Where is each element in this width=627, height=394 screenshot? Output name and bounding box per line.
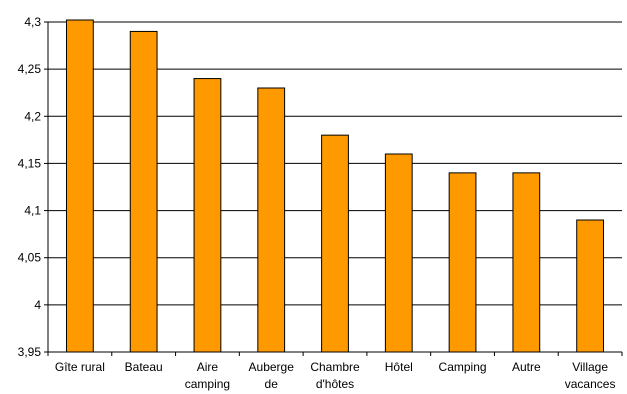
x-tick-label: Autre [512, 360, 541, 374]
x-tick-label-line: d'hôtes [316, 377, 354, 391]
x-tick-label-line: Village [572, 360, 608, 374]
y-tick-label: 4 [34, 298, 41, 312]
x-tick-label-line: Bateau [125, 360, 163, 374]
bar [576, 219, 605, 353]
x-tick-label-line: Auberge [249, 360, 295, 374]
x-tick-label-line: vacances [565, 377, 616, 391]
x-tick-label-line: Autre [512, 360, 541, 374]
bar [321, 134, 349, 353]
x-tick-label-line: Gîte rural [55, 360, 105, 374]
bar [193, 78, 222, 353]
bar [384, 153, 413, 353]
x-tick-label-line: camping [185, 377, 230, 391]
x-tick-label: Aire camping [185, 360, 230, 391]
bar [65, 19, 94, 353]
x-tick-label: Chambre d'hôtes [310, 360, 360, 391]
x-tick-label: Gîte rural [55, 360, 105, 374]
x-tick-label-line: Chambre [310, 360, 360, 374]
x-tick-label: Auberge de [249, 360, 295, 391]
y-tick-label: 3,95 [18, 345, 42, 359]
x-tick-label: Camping [439, 360, 487, 374]
x-tick-label: Bateau [125, 360, 163, 374]
y-tick-label: 4,25 [18, 62, 42, 76]
x-tick-label: Hôtel [385, 360, 413, 374]
bars [65, 19, 605, 353]
y-tick-label: 4,15 [18, 156, 42, 170]
x-tick-label-line: Hôtel [385, 360, 413, 374]
y-tick-label: 4,3 [24, 15, 41, 29]
bar [448, 172, 477, 353]
y-tick-label: 4,2 [24, 109, 41, 123]
bar [257, 87, 286, 353]
x-tick-label-line: Aire [197, 360, 219, 374]
axes [44, 21, 623, 356]
y-tick-label: 4,1 [24, 204, 41, 218]
bar [512, 172, 541, 353]
x-tick-label-line: Camping [439, 360, 487, 374]
x-tick-label-line: de [265, 377, 279, 391]
x-tick-label: Village vacances [565, 360, 616, 391]
y-tick-label: 4,05 [18, 251, 42, 265]
axis-labels: 3,95 4 4,05 4,1 4,15 4,2 4,25 4,3 Gîte rural Bate… [18, 15, 616, 391]
bar [129, 30, 158, 353]
